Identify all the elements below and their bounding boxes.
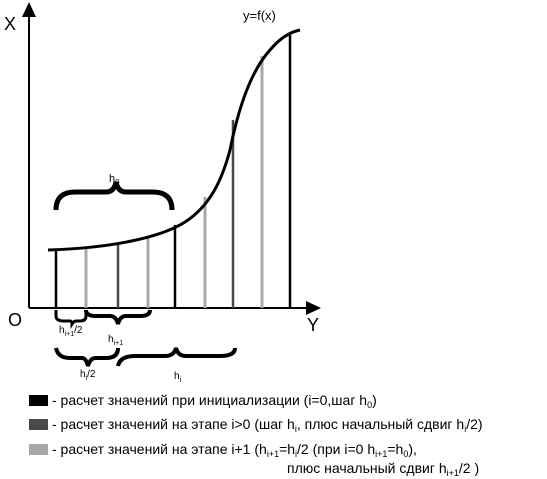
legend-sub: 0 [403,449,409,459]
curve-label: y=f(x) [243,8,276,23]
legend-sub: i+1 [266,449,280,459]
legend-sub: i [464,424,467,434]
legend-sub: i+1 [375,449,388,459]
brace-hi-label: hi [174,371,182,384]
legend-text: , плюс начальный сдвиг h [296,416,465,432]
legend-text: ) [372,392,377,408]
legend-sub: i+1 [446,468,459,478]
vertical-axis-label: X [4,14,16,34]
legend-sub: 0 [367,400,373,410]
vertical-axis-arrow [22,2,36,17]
function-curve [47,28,301,252]
legend-text: =h [279,441,296,457]
brace-hi1-half-label: hi+1/2 [59,325,83,338]
ordinate-lines [54,34,292,308]
brace-h0-label: h0 [109,173,120,187]
legend-text: /2) [466,416,483,432]
legend-row-stage-i1-continued: плюс начальный сдвиг hi+1/2 ) [287,460,479,479]
brace-hi1-label: hi+1 [108,334,123,347]
legend-text: =h [387,441,404,457]
brace-hi-half-label: hi/2 [80,369,96,382]
brace-hi1 [84,309,152,325]
legend-swatch-init [29,395,48,406]
legend-text: - расчет значений на этапе i+1 (h [52,441,267,457]
legend-text: /2 (при i=0 h [297,441,376,457]
legend-text: /2 ) [458,460,480,476]
legend-row-stage-i1: - расчет значений на этапе i+1 (hi+1=hi/… [29,441,417,462]
legend-text: - расчет значений на этапе i>0 (шаг h [52,416,295,432]
horizontal-axis-arrow [306,301,321,315]
legend-swatch-stage-i [29,419,48,430]
legend-text: - расчет значений при инициализации (i=0… [52,392,368,408]
legend-text: ), [408,441,417,457]
brace-h0 [53,181,175,211]
legend-sub: i [294,424,297,434]
brace-hi-half [54,347,120,367]
horizontal-axis-label: Y [307,315,319,335]
legend-swatch-stage-i1 [29,444,48,455]
legend-row-init: - расчет значений при инициализации (i=0… [29,392,377,413]
legend-row-stage-i: - расчет значений на этапе i>0 (шаг hi, … [29,416,483,437]
brace-hi1-half [54,310,88,329]
brace-hi [116,347,237,367]
legend-sub: i [295,449,298,459]
origin-label: O [8,310,22,330]
legend-text: плюс начальный сдвиг h [287,460,447,476]
